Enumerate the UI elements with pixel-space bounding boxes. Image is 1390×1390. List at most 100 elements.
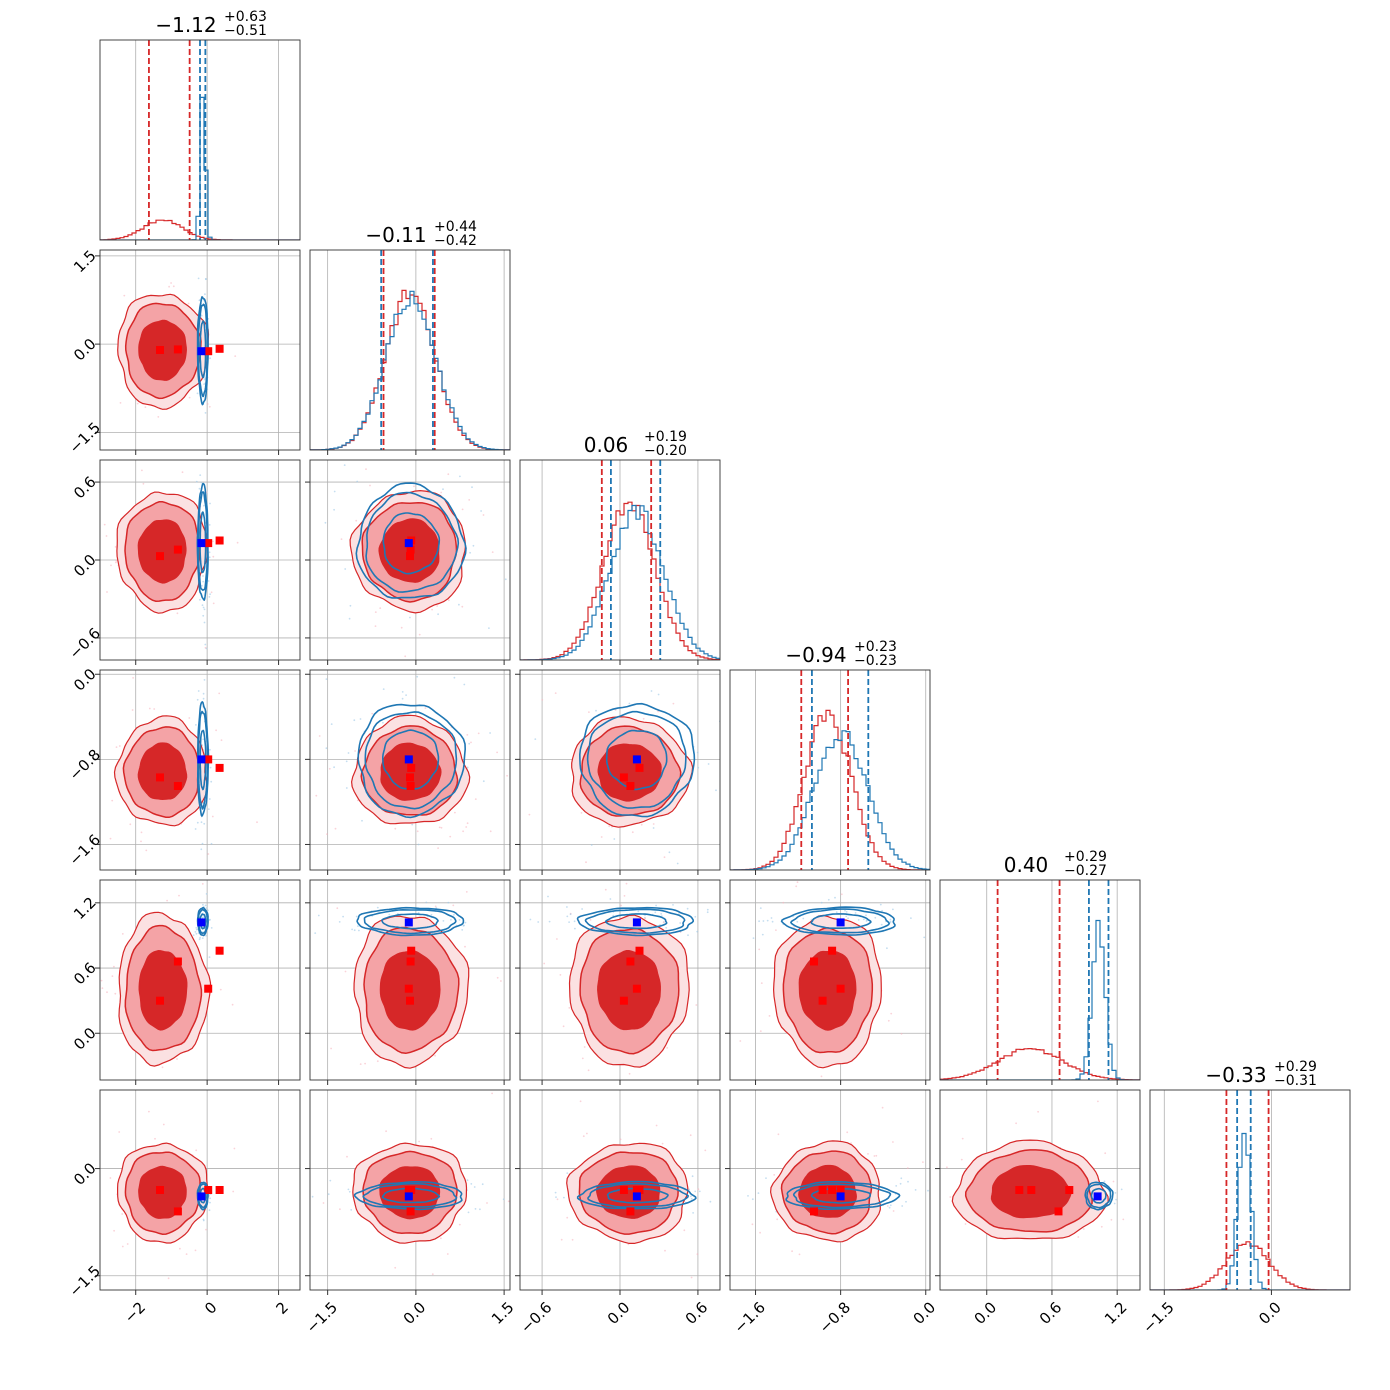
sample-point-blue: [351, 928, 353, 931]
histogram-red: [730, 709, 930, 870]
sample-point-blue: [196, 392, 199, 395]
sample-point-red: [791, 1250, 793, 1253]
sample-point-red: [318, 735, 321, 737]
sample-point-blue: [401, 691, 404, 693]
sample-point-blue: [342, 915, 344, 918]
marker-red: [204, 984, 213, 993]
sample-point-red: [773, 1174, 776, 1176]
sample-point-blue: [208, 596, 211, 598]
panel-0-0: [99, 39, 301, 245]
panel-title: −1.12: [155, 13, 216, 37]
sample-point-blue: [471, 486, 473, 489]
sample-point-red: [640, 823, 643, 826]
y-tick-label: −1.5: [66, 1262, 104, 1300]
panel-3-3: [729, 669, 931, 875]
sample-point-blue: [333, 490, 336, 493]
sample-point-red: [446, 1253, 449, 1255]
sample-point-red: [210, 591, 213, 594]
sample-point-red: [466, 734, 469, 736]
panel-border: [99, 249, 301, 451]
sample-point-blue: [534, 738, 537, 740]
histogram-blue: [730, 730, 930, 870]
sample-point-blue: [568, 921, 570, 923]
sample-point-blue: [628, 702, 631, 705]
sample-point-blue: [927, 1189, 929, 1192]
sample-point-blue: [573, 920, 576, 923]
sample-point-red: [559, 974, 562, 976]
sample-point-red: [840, 893, 843, 896]
sample-point-blue: [207, 909, 209, 912]
sample-point-red: [400, 626, 403, 629]
sample-point-blue: [844, 909, 846, 912]
sample-point-red: [663, 856, 666, 859]
panel-title-lower: −0.23: [854, 653, 897, 669]
panel-border: [99, 879, 301, 1081]
sample-point-blue: [1120, 1188, 1123, 1191]
sample-point-blue: [195, 927, 198, 929]
sample-point-blue: [657, 693, 660, 696]
sample-point-blue: [694, 915, 697, 918]
sample-point-blue: [762, 920, 765, 922]
sample-point-red: [234, 355, 237, 357]
sample-point-red: [212, 555, 215, 558]
sample-point-blue: [327, 1193, 330, 1196]
sample-point-blue: [668, 851, 671, 854]
panel-border: [309, 669, 511, 871]
sample-point-red: [206, 403, 209, 405]
sample-point-blue: [208, 798, 211, 800]
sample-point-blue: [447, 901, 450, 904]
panel-border: [729, 1089, 931, 1291]
sample-point-blue: [765, 1177, 767, 1179]
sample-point-red: [154, 1137, 156, 1140]
sample-point-red: [1112, 1180, 1115, 1183]
panel-1-1: [309, 249, 511, 455]
sample-point-red: [628, 1072, 631, 1075]
panel-border: [729, 669, 931, 871]
sample-point-red: [105, 535, 108, 537]
sample-point-red: [374, 611, 377, 613]
sample-point-red: [185, 1253, 188, 1255]
panel-content: [1150, 1090, 1350, 1290]
sample-point-red: [586, 1132, 588, 1135]
sample-point-blue: [1113, 1202, 1116, 1205]
sample-point-red: [369, 484, 371, 487]
sample-point-red: [900, 1032, 903, 1035]
panel-title-lower: −0.42: [434, 233, 477, 249]
sample-point-red: [892, 1141, 894, 1143]
sample-point-blue: [650, 690, 653, 692]
contour-blue-outer: [576, 1180, 697, 1210]
sample-point-blue: [202, 692, 205, 695]
panel-border: [99, 39, 301, 241]
sample-point-red: [666, 1047, 669, 1049]
sample-point-red: [776, 1218, 779, 1221]
marker-red: [619, 773, 628, 782]
sample-point-blue: [209, 766, 212, 769]
y-tick-label: 1.2: [70, 894, 100, 924]
contour-blue-mid: [789, 908, 891, 934]
sample-point-blue: [574, 927, 576, 930]
sample-point-red: [205, 1228, 207, 1231]
sample-point-red: [946, 1166, 948, 1169]
sample-point-red: [556, 938, 558, 940]
sample-point-red: [582, 1135, 585, 1138]
y-tick-label: −1.6: [66, 831, 104, 869]
sample-point-red: [136, 402, 139, 405]
panel-bg: [730, 670, 930, 870]
panel-content: [940, 880, 1140, 1080]
sample-point-red: [100, 979, 103, 982]
panel-title: −0.33: [1205, 1063, 1266, 1087]
sample-point-red: [580, 812, 583, 814]
sample-point-blue: [770, 917, 773, 919]
panel-bg: [310, 250, 510, 450]
sample-point-red: [365, 468, 367, 470]
contour-blue-outer: [355, 482, 467, 599]
marker-red: [407, 1186, 416, 1194]
sample-point-red: [496, 976, 499, 979]
contour-blue-mid: [792, 1183, 892, 1209]
sample-point-red: [140, 831, 143, 834]
sample-point-blue: [416, 675, 419, 678]
sample-point-red: [211, 815, 214, 818]
sample-point-red: [113, 1229, 115, 1232]
sample-point-blue: [314, 932, 317, 934]
